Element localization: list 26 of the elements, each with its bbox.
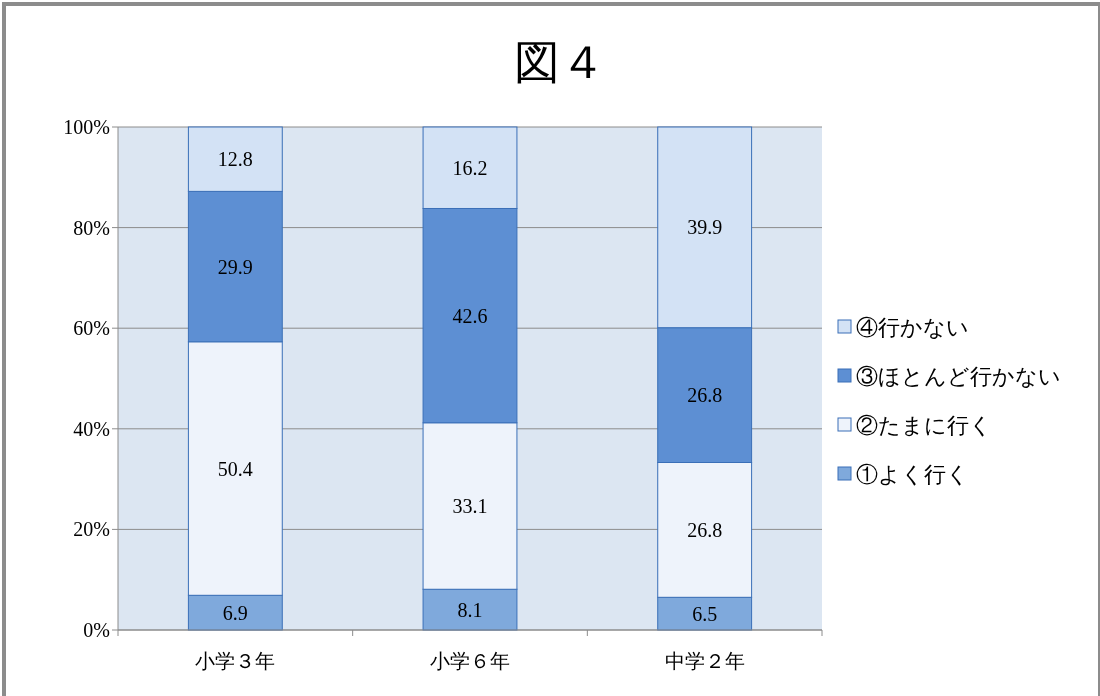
legend-label: ①よく行く	[856, 461, 969, 487]
legend-label: ④行かない	[856, 314, 969, 340]
data-label: 29.9	[217, 255, 253, 278]
data-label: 26.8	[687, 384, 723, 407]
x-tick-label: 小学３年	[195, 650, 276, 672]
legend-label: ②たまに行く	[856, 412, 992, 438]
chart-title: 図４	[514, 37, 606, 88]
data-label: 6.5	[692, 602, 718, 625]
y-tick-label: 20%	[73, 518, 110, 541]
legend-label: ③ほとんど行かない	[856, 363, 1061, 389]
data-label: 33.1	[452, 495, 488, 518]
x-tick-label: 中学２年	[664, 650, 745, 672]
y-tick-label: 100%	[63, 116, 110, 138]
data-label: 8.1	[457, 598, 483, 621]
data-label: 6.9	[222, 601, 248, 624]
data-label: 42.6	[452, 304, 488, 327]
y-tick-label: 40%	[73, 417, 110, 440]
data-label: 39.9	[687, 216, 723, 239]
y-tick-label: 0%	[83, 619, 110, 641]
data-label: 12.8	[217, 148, 253, 171]
data-label: 16.2	[452, 156, 488, 179]
y-tick-label: 60%	[73, 317, 110, 340]
data-label: 26.8	[687, 518, 723, 541]
y-tick-label: 80%	[73, 216, 110, 239]
data-label: 50.4	[217, 457, 253, 480]
x-tick-label: 小学６年	[430, 650, 510, 672]
